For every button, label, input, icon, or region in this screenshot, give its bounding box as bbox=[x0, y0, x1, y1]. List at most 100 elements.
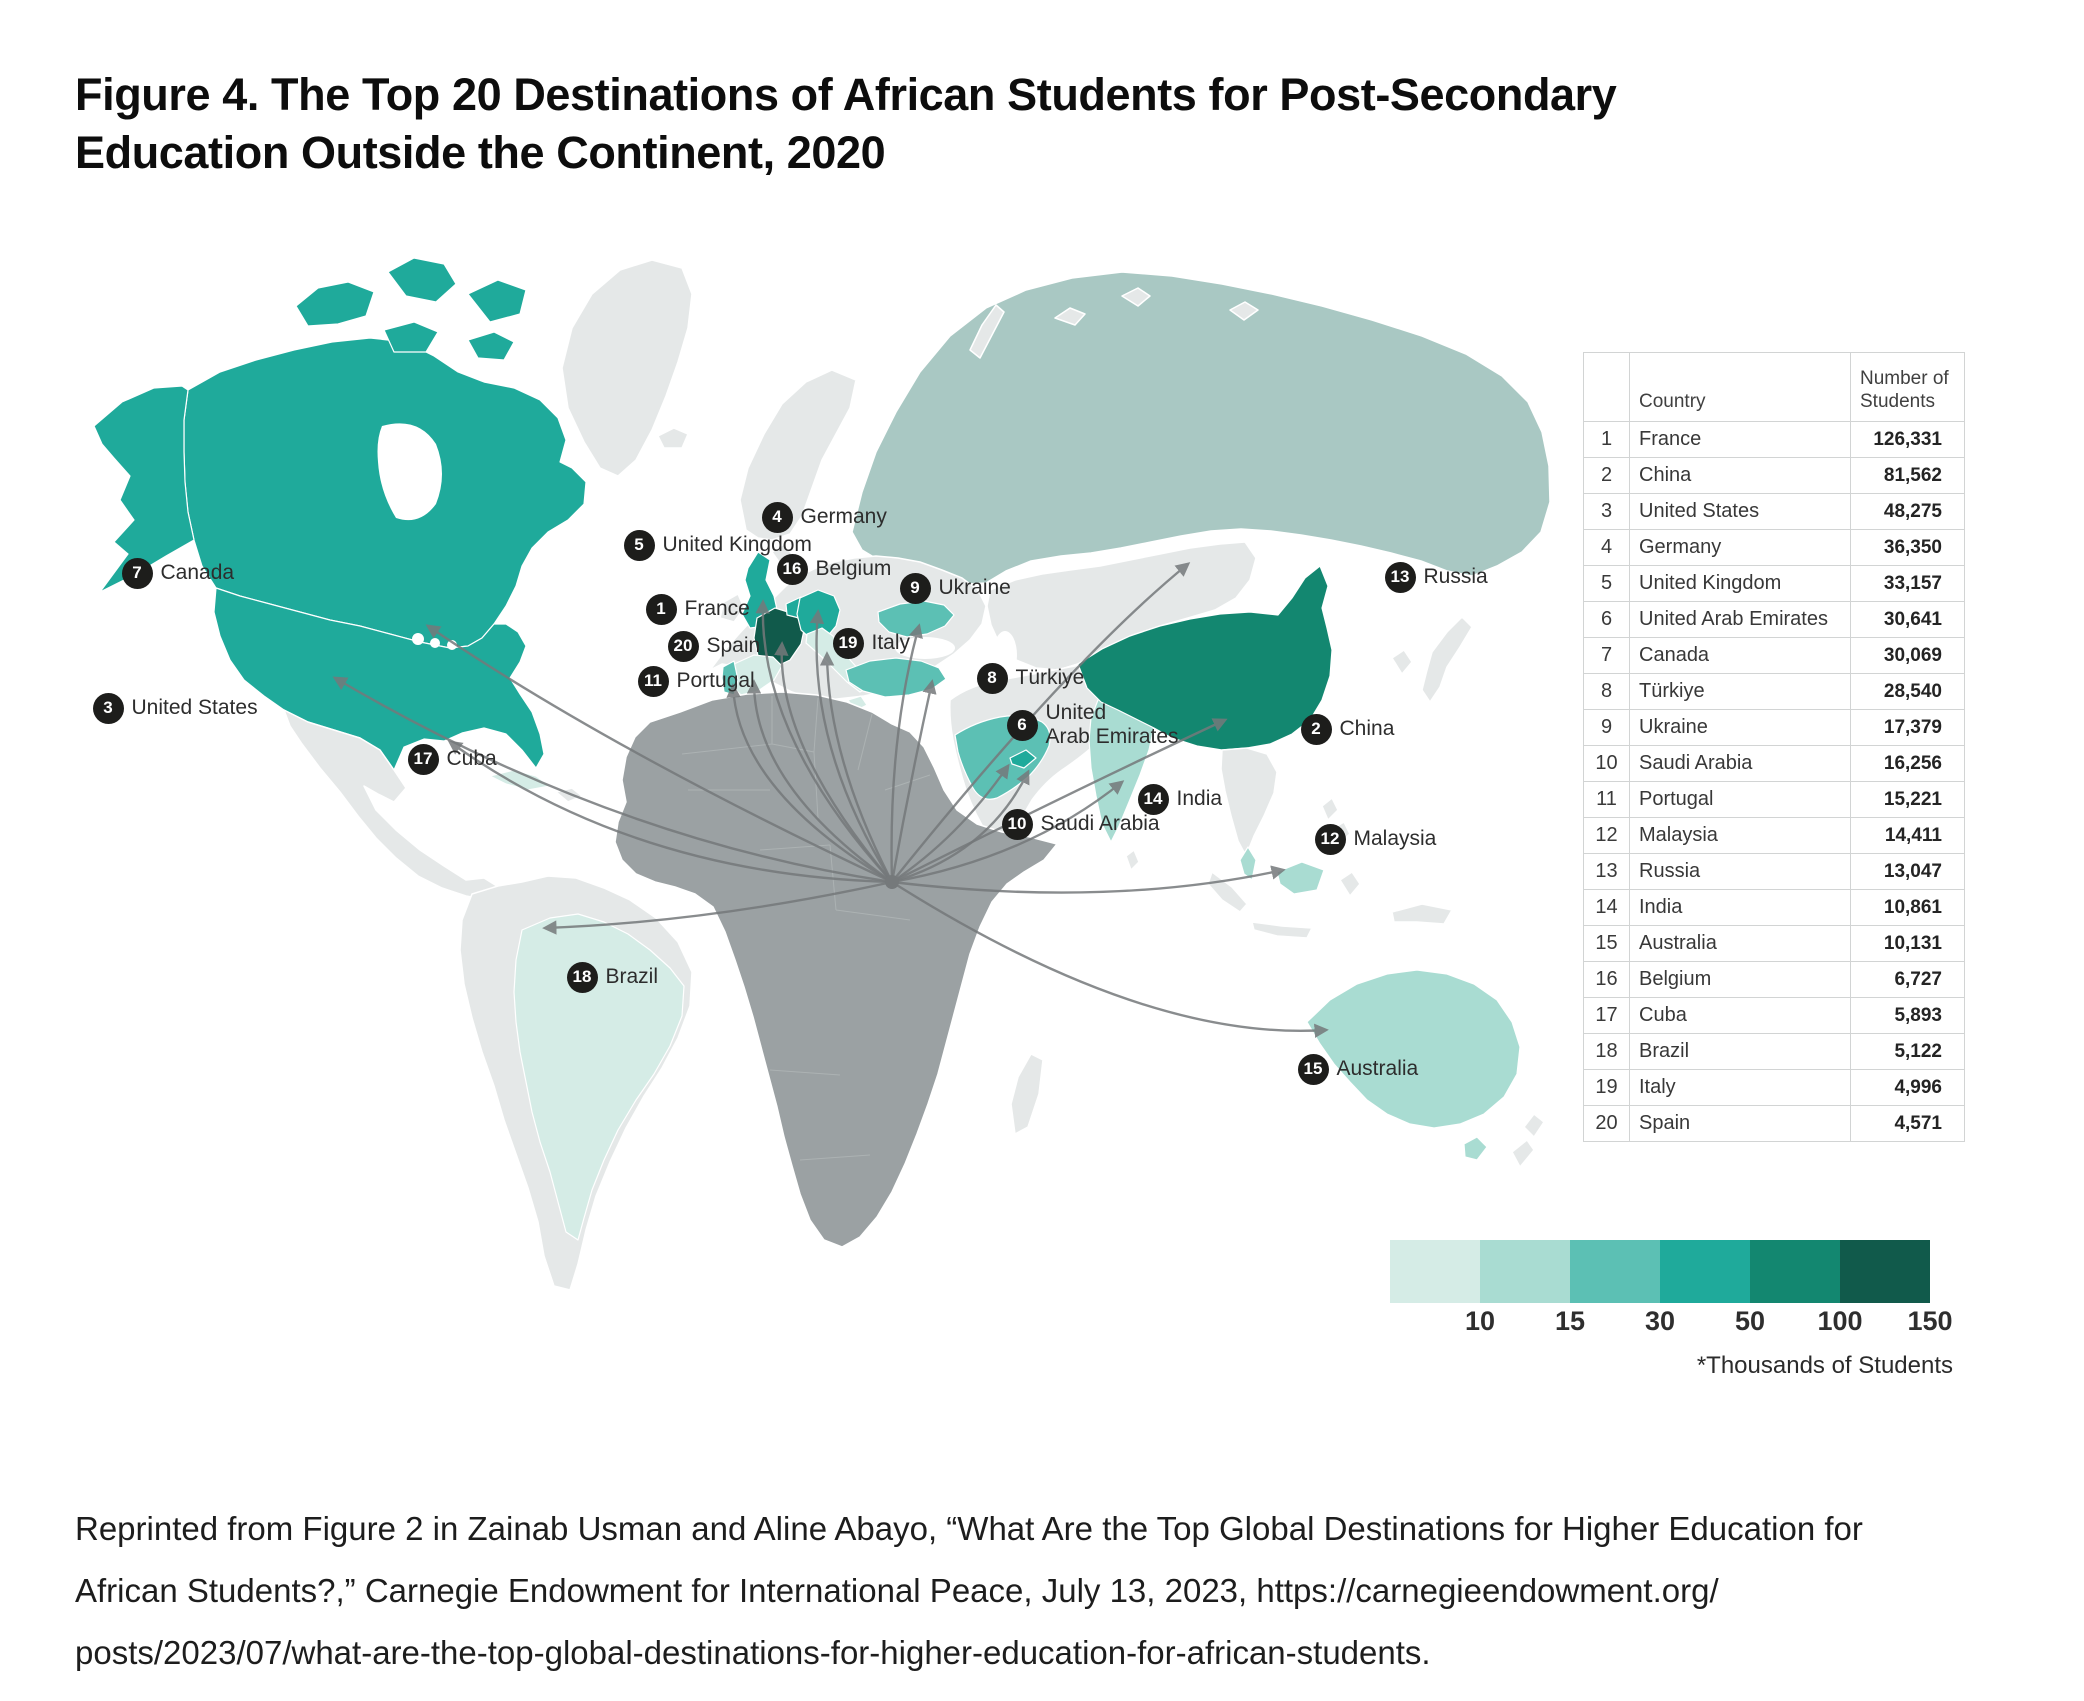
cell-country-united-states: United States bbox=[1629, 493, 1851, 530]
flow-arrow-germany bbox=[809, 609, 894, 883]
cell-rank-cuba: 17 bbox=[1583, 997, 1630, 1034]
citation-line-1: Reprinted from Figure 2 in Zainab Usman … bbox=[75, 1510, 1863, 1547]
source-citation: Reprinted from Figure 2 in Zainab Usman … bbox=[75, 1498, 2025, 1684]
cell-country-united-kingdom: United Kingdom bbox=[1629, 565, 1851, 602]
marker-rank-badge: 2 bbox=[1300, 713, 1332, 745]
cell-rank-france: 1 bbox=[1583, 421, 1630, 458]
flow-arrow-australia bbox=[891, 880, 1329, 1038]
country-new-zealand bbox=[1511, 1113, 1545, 1168]
marker-rank-badge: 10 bbox=[1001, 808, 1033, 840]
cell-rank-saudi-arabia: 10 bbox=[1583, 745, 1630, 782]
cell-students-ukraine: 17,379 bbox=[1850, 709, 1965, 746]
table-row-united-states: 3 United States 48,275 bbox=[1583, 493, 1965, 530]
flow-arrow-united-states bbox=[332, 676, 893, 884]
table-header-rank bbox=[1583, 352, 1630, 422]
marker-rank-badge: 18 bbox=[566, 961, 598, 993]
region-alaska bbox=[93, 385, 195, 593]
flow-arrow-india bbox=[891, 780, 1125, 884]
legend-tick-100: 100 bbox=[1817, 1306, 1863, 1336]
marker-label: Brazil bbox=[605, 964, 659, 988]
cell-students-cuba: 5,893 bbox=[1850, 997, 1965, 1034]
cell-students-canada: 30,069 bbox=[1850, 637, 1965, 674]
marker-label: Spain bbox=[706, 633, 761, 657]
table-row-russia: 13 Russia 13,047 bbox=[1583, 853, 1965, 890]
legend-swatch-5 bbox=[1750, 1240, 1840, 1303]
island-sri-lanka bbox=[1125, 849, 1140, 871]
marker-label: United Arab Emirates bbox=[1045, 700, 1179, 748]
table-row-australia: 15 Australia 10,131 bbox=[1583, 925, 1965, 962]
cell-students-saudi-arabia: 16,256 bbox=[1850, 745, 1965, 782]
table-row-malaysia: 12 Malaysia 14,411 bbox=[1583, 817, 1965, 854]
marker-rank-badge: 1 bbox=[645, 593, 677, 625]
table-row-canada: 7 Canada 30,069 bbox=[1583, 637, 1965, 674]
cell-country-t-rkiye: Türkiye bbox=[1629, 673, 1851, 710]
flow-arrow-brazil bbox=[542, 880, 893, 935]
marker-rank-badge: 4 bbox=[761, 501, 793, 533]
flow-arrow-china bbox=[891, 718, 1228, 884]
marker-rank-badge: 12 bbox=[1314, 823, 1346, 855]
marker-label: Portugal bbox=[676, 668, 755, 692]
flow-arrow-france bbox=[774, 641, 893, 883]
cell-country-ukraine: Ukraine bbox=[1629, 709, 1851, 746]
cell-students-australia: 10,131 bbox=[1850, 925, 1965, 962]
marker-label: Ukraine bbox=[938, 575, 1011, 599]
flow-arrow-portugal bbox=[726, 683, 893, 884]
table-row-india: 14 India 10,861 bbox=[1583, 889, 1965, 926]
flow-arrow-united-kingdom bbox=[755, 599, 893, 883]
marker-label: China bbox=[1339, 716, 1395, 740]
legend-swatch-6 bbox=[1840, 1240, 1930, 1303]
table-header-country: Country bbox=[1629, 352, 1851, 422]
table-row-united-arab-emirates: 6 United Arab Emirates 30,641 bbox=[1583, 601, 1965, 638]
cell-country-china: China bbox=[1629, 457, 1851, 494]
cell-rank-united-kingdom: 5 bbox=[1583, 565, 1630, 602]
marker-rank-badge: 19 bbox=[832, 627, 864, 659]
cell-country-spain: Spain bbox=[1629, 1105, 1851, 1142]
cell-students-india: 10,861 bbox=[1850, 889, 1965, 926]
marker-rank-badge: 8 bbox=[976, 662, 1008, 694]
flow-arrows bbox=[332, 562, 1329, 1038]
cell-students-china: 81,562 bbox=[1850, 457, 1965, 494]
legend-swatch-3 bbox=[1570, 1240, 1660, 1303]
table-row-germany: 4 Germany 36,350 bbox=[1583, 529, 1965, 566]
cell-students-belgium: 6,727 bbox=[1850, 961, 1965, 998]
cell-rank-spain: 20 bbox=[1583, 1105, 1630, 1142]
cell-rank-italy: 19 bbox=[1583, 1069, 1630, 1106]
cell-students-t-rkiye: 28,540 bbox=[1850, 673, 1965, 710]
cell-students-united-kingdom: 33,157 bbox=[1850, 565, 1965, 602]
flow-arrow-russia bbox=[891, 562, 1191, 883]
country-united-arab-emirates bbox=[1009, 749, 1037, 769]
cell-students-united-arab-emirates: 30,641 bbox=[1850, 601, 1965, 638]
legend-note: *Thousands of Students bbox=[1696, 1352, 1953, 1379]
flow-arrow-spain bbox=[746, 679, 893, 883]
country-australia bbox=[1306, 969, 1521, 1161]
legend-tick-10: 10 bbox=[1464, 1306, 1496, 1336]
cell-rank-ukraine: 9 bbox=[1583, 709, 1630, 746]
cell-students-united-states: 48,275 bbox=[1850, 493, 1965, 530]
island-madagascar bbox=[1010, 1053, 1044, 1135]
great-lake bbox=[412, 633, 424, 645]
cell-students-italy: 4,996 bbox=[1850, 1069, 1965, 1106]
cell-students-brazil: 5,122 bbox=[1850, 1033, 1965, 1070]
flow-arrow-turkiye bbox=[890, 679, 937, 883]
country-brazil bbox=[513, 913, 685, 1241]
cell-country-australia: Australia bbox=[1629, 925, 1851, 962]
marker-rank-badge: 17 bbox=[407, 743, 439, 775]
marker-rank-badge: 13 bbox=[1384, 561, 1416, 593]
marker-label: Germany bbox=[800, 504, 887, 528]
marker-label: Belgium bbox=[815, 556, 892, 580]
marker-label: United States bbox=[131, 695, 258, 719]
country-japan-korea bbox=[1391, 616, 1473, 703]
ranking-table: Country Number of Students 1 France 126,33… bbox=[1583, 352, 1965, 1142]
cell-rank-united-states: 3 bbox=[1583, 493, 1630, 530]
cell-country-cuba: Cuba bbox=[1629, 997, 1851, 1034]
country-iceland bbox=[657, 427, 689, 449]
cell-students-france: 126,331 bbox=[1850, 421, 1965, 458]
table-row-t-rkiye: 8 Türkiye 28,540 bbox=[1583, 673, 1965, 710]
citation-line-3: posts/2023/07/what-are-the-top-global-de… bbox=[75, 1634, 1431, 1671]
cell-country-brazil: Brazil bbox=[1629, 1033, 1851, 1070]
cell-country-saudi-arabia: Saudi Arabia bbox=[1629, 745, 1851, 782]
table-row-united-kingdom: 5 United Kingdom 33,157 bbox=[1583, 565, 1965, 602]
cell-students-russia: 13,047 bbox=[1850, 853, 1965, 890]
marker-rank-badge: 5 bbox=[623, 529, 655, 561]
cell-country-germany: Germany bbox=[1629, 529, 1851, 566]
